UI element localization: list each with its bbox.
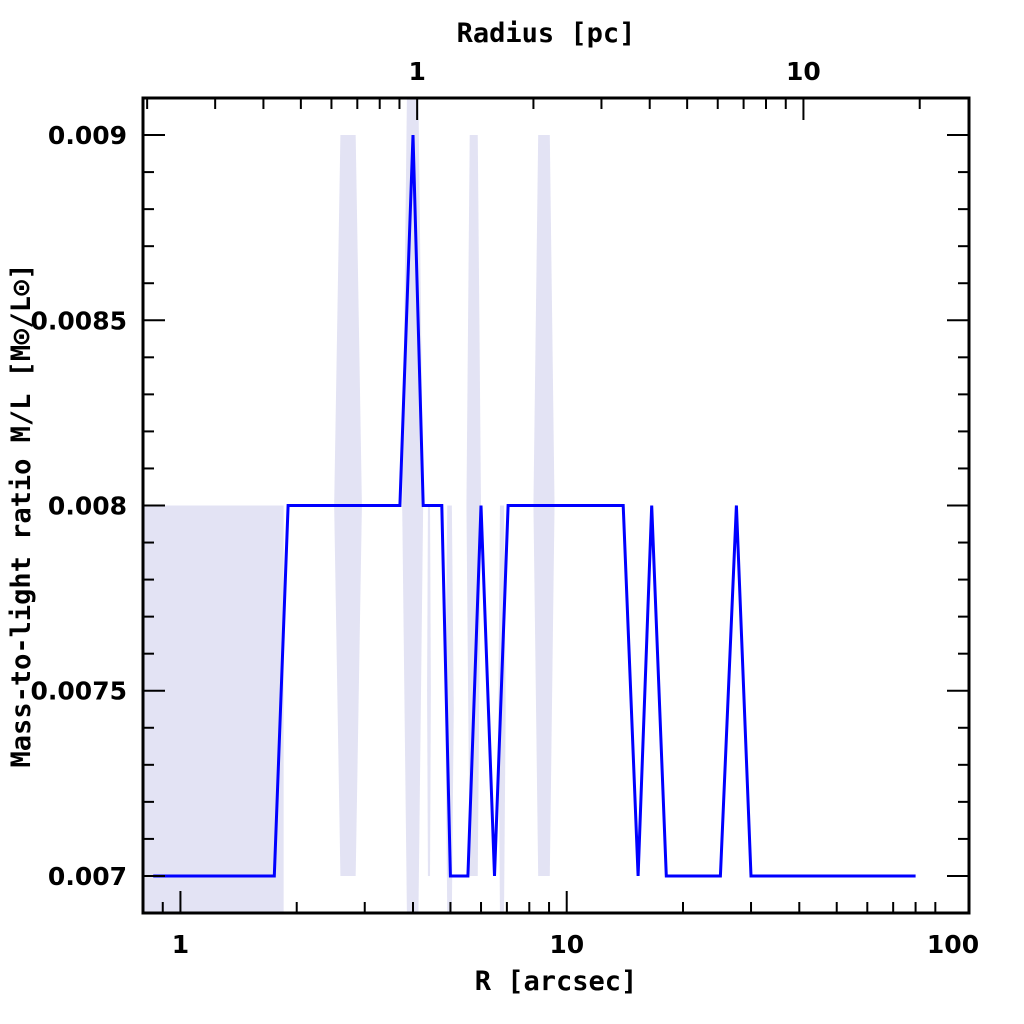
y-tick-label: 0.0075 [31, 677, 127, 706]
top-axis-title: Radius [pc] [457, 18, 636, 49]
y-tick-label: 0.007 [48, 862, 127, 891]
series-line [153, 134, 916, 878]
x2-tick-label: 1 [408, 57, 425, 86]
x-axis-title: R [arcsec] [475, 966, 638, 997]
band-segment [466, 135, 482, 876]
series-layer [153, 134, 916, 878]
x-tick-label: 1 [172, 930, 189, 959]
y-tick-label: 0.009 [48, 121, 127, 150]
tick-labels: 1 10 100 1 10 0.007 0.0075 0.008 0.0085 0.009 [31, 57, 980, 959]
x-tick-label: 10 [549, 930, 584, 959]
band-segment [427, 505, 431, 876]
band-segment [143, 505, 284, 913]
y-tick-label: 0.0085 [31, 306, 127, 335]
x2-tick-label: 10 [786, 57, 821, 86]
y-tick-label: 0.008 [48, 492, 127, 521]
tick-layer [142, 97, 969, 914]
plot-frame [141, 96, 971, 915]
y-axis-title: Mass-to-light ratio M/L [M⊙/L⊙] [6, 264, 37, 768]
x-tick-label: 100 [927, 930, 979, 959]
